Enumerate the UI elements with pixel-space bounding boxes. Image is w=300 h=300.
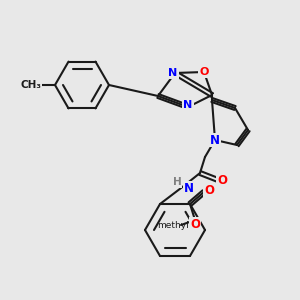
- Text: O: O: [204, 184, 214, 196]
- Text: H: H: [172, 177, 182, 187]
- Text: N: N: [184, 182, 194, 194]
- Text: N: N: [183, 100, 193, 110]
- Text: O: O: [190, 218, 200, 230]
- Text: methyl: methyl: [157, 220, 189, 230]
- Text: N: N: [168, 68, 178, 78]
- Text: N: N: [210, 134, 220, 146]
- Text: CH₃: CH₃: [20, 80, 41, 90]
- Text: O: O: [217, 173, 227, 187]
- Text: O: O: [199, 67, 209, 77]
